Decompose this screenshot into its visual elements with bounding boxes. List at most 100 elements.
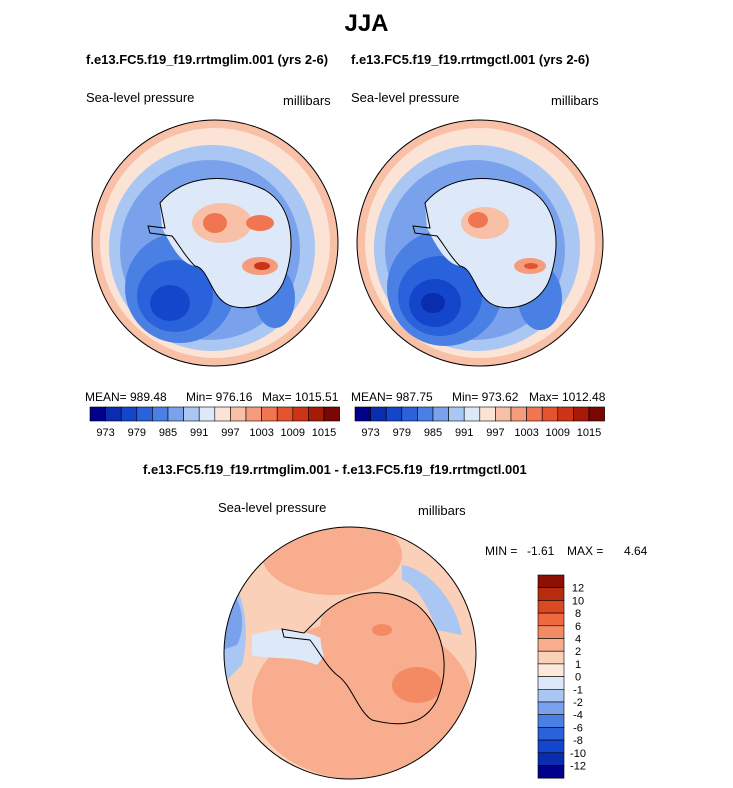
right-colorbar-swatch xyxy=(401,406,418,422)
diff-colorbar-tick-label: 2 xyxy=(575,646,581,658)
right-units-label: millibars xyxy=(551,93,599,108)
right-map-coastline xyxy=(412,178,557,309)
diff-colorbar-tick-label: 4 xyxy=(575,634,581,646)
left-map-border xyxy=(91,119,339,367)
left-colorbar-swatch xyxy=(152,406,169,422)
left-units-label: millibars xyxy=(283,93,331,108)
left-polar-map xyxy=(91,119,339,367)
diff-colorbar-tick-label: -10 xyxy=(570,748,586,760)
diff-colorbar-tick-label: -6 xyxy=(573,722,583,734)
right-map-border xyxy=(356,119,604,367)
diff-colorbar-tick-label: 8 xyxy=(575,608,581,620)
left-map-high-cell-1 xyxy=(203,213,227,233)
left-colorbar-swatch xyxy=(89,406,106,422)
diff-colorbar-swatch xyxy=(537,612,565,627)
diff-colorbar-tick-label: -4 xyxy=(573,710,583,722)
left-min: Min= 976.16 xyxy=(186,390,253,404)
diff-max-label: MAX = xyxy=(567,544,604,558)
diff-colorbar-tick-label: 1 xyxy=(575,659,581,671)
left-map-high-cell-2 xyxy=(246,215,274,231)
diff-colorbar-swatch xyxy=(537,714,565,728)
left-colorbar-swatch xyxy=(167,406,184,422)
right-colorbar-swatch xyxy=(448,406,465,422)
right-colorbar-swatch xyxy=(354,406,371,422)
right-min: Min= 973.62 xyxy=(452,390,519,404)
right-panel-title: f.e13.FC5.f19_f19.rrtmgctl.001 (yrs 2-6) xyxy=(351,52,590,67)
left-colorbar-swatch xyxy=(136,406,153,422)
diff-colorbar-tick-label: -2 xyxy=(573,697,583,709)
diff-colorbar-swatch xyxy=(537,752,565,766)
diff-colorbar-swatch xyxy=(537,625,565,639)
left-colorbar-tick-label: 985 xyxy=(159,427,177,439)
right-colorbar-swatch xyxy=(417,406,434,422)
right-variable-label: Sea-level pressure xyxy=(351,90,460,105)
diff-min-label: MIN = xyxy=(485,544,518,558)
diff-map-high-east xyxy=(392,667,442,703)
left-colorbar-swatch xyxy=(214,406,231,422)
diff-colorbar-swatch xyxy=(537,689,565,703)
left-colorbar-swatch xyxy=(183,406,200,422)
left-colorbar-swatch xyxy=(308,406,325,422)
left-max: Max= 1015.51 xyxy=(262,390,339,404)
right-colorbar-swatch xyxy=(479,406,496,422)
left-colorbar: 973 979 985 991 997 1003 1009 1015 xyxy=(89,406,340,439)
right-colorbar-tick-label: 1009 xyxy=(546,427,570,439)
diff-map-high-spot xyxy=(372,624,392,636)
left-colorbar-swatch xyxy=(276,406,294,422)
left-colorbar-swatch xyxy=(245,406,262,422)
right-colorbar-swatch xyxy=(495,406,512,422)
diff-colorbar-swatch xyxy=(537,600,565,614)
diff-colorbar-swatch xyxy=(537,676,565,690)
diff-colorbar-tick-label: -12 xyxy=(570,761,586,773)
diff-colorbar-tick-label: 6 xyxy=(575,621,581,633)
diff-variable-label: Sea-level pressure xyxy=(218,500,327,515)
right-colorbar-swatch xyxy=(370,406,387,422)
left-colorbar-tick-label: 1009 xyxy=(281,427,305,439)
right-colorbar-swatch xyxy=(557,406,574,422)
left-map-high-peak xyxy=(254,262,270,270)
right-colorbar-swatch xyxy=(588,406,605,422)
right-colorbar-tick-label: 991 xyxy=(455,427,473,439)
left-panel-title: f.e13.FC5.f19_f19.rrtmglim.001 (yrs 2-6) xyxy=(86,52,329,67)
diff-colorbar-swatch xyxy=(537,701,565,715)
right-colorbar-swatch xyxy=(526,406,543,422)
right-colorbar-swatch xyxy=(541,406,559,422)
right-max: Max= 1012.48 xyxy=(529,390,606,404)
left-colorbar-tick-label: 991 xyxy=(190,427,208,439)
diff-colorbar-tick-label: 10 xyxy=(572,595,584,607)
right-map-high-cell-1 xyxy=(468,212,488,228)
diff-units-label: millibars xyxy=(418,503,466,518)
diff-colorbar-tick-label: -1 xyxy=(573,684,583,696)
right-colorbar: 973 979 985 991 997 1003 1009 1015 xyxy=(354,406,605,439)
left-colorbar-tick-label: 973 xyxy=(96,427,114,439)
right-colorbar-tick-label: 973 xyxy=(361,427,379,439)
right-map-high-peak xyxy=(524,263,538,269)
right-mean: MEAN= 987.75 xyxy=(351,390,433,404)
diff-colorbar-tick-label: 0 xyxy=(575,672,581,684)
diff-colorbar-swatch xyxy=(537,587,565,601)
left-colorbar-swatch xyxy=(261,406,278,422)
left-colorbar-tick-label: 979 xyxy=(128,427,146,439)
left-colorbar-swatch xyxy=(105,406,122,422)
right-colorbar-swatch xyxy=(385,406,403,422)
left-colorbar-swatch xyxy=(323,406,340,422)
left-map-low-core xyxy=(150,285,190,321)
diff-colorbar-tick-label: 12 xyxy=(572,583,584,595)
diff-colorbar-swatch xyxy=(537,574,565,588)
left-colorbar-swatch xyxy=(120,406,138,422)
right-colorbar-swatch xyxy=(432,406,449,422)
diff-colorbar-swatch xyxy=(537,663,565,677)
diff-map-coastline xyxy=(281,592,445,725)
left-colorbar-swatch xyxy=(230,406,247,422)
diff-map-border xyxy=(223,526,477,780)
diff-colorbar-swatch xyxy=(537,727,565,741)
right-colorbar-tick-label: 1015 xyxy=(577,427,601,439)
left-colorbar-tick-label: 1003 xyxy=(249,427,273,439)
diff-colorbar-swatch xyxy=(537,765,565,779)
left-colorbar-tick-label: 997 xyxy=(221,427,239,439)
left-colorbar-swatch xyxy=(198,406,216,422)
left-colorbar-tick-label: 1015 xyxy=(312,427,336,439)
diff-panel-title: f.e13.FC5.f19_f19.rrtmglim.001 - f.e13.F… xyxy=(143,462,527,477)
right-colorbar-tick-label: 1003 xyxy=(514,427,538,439)
